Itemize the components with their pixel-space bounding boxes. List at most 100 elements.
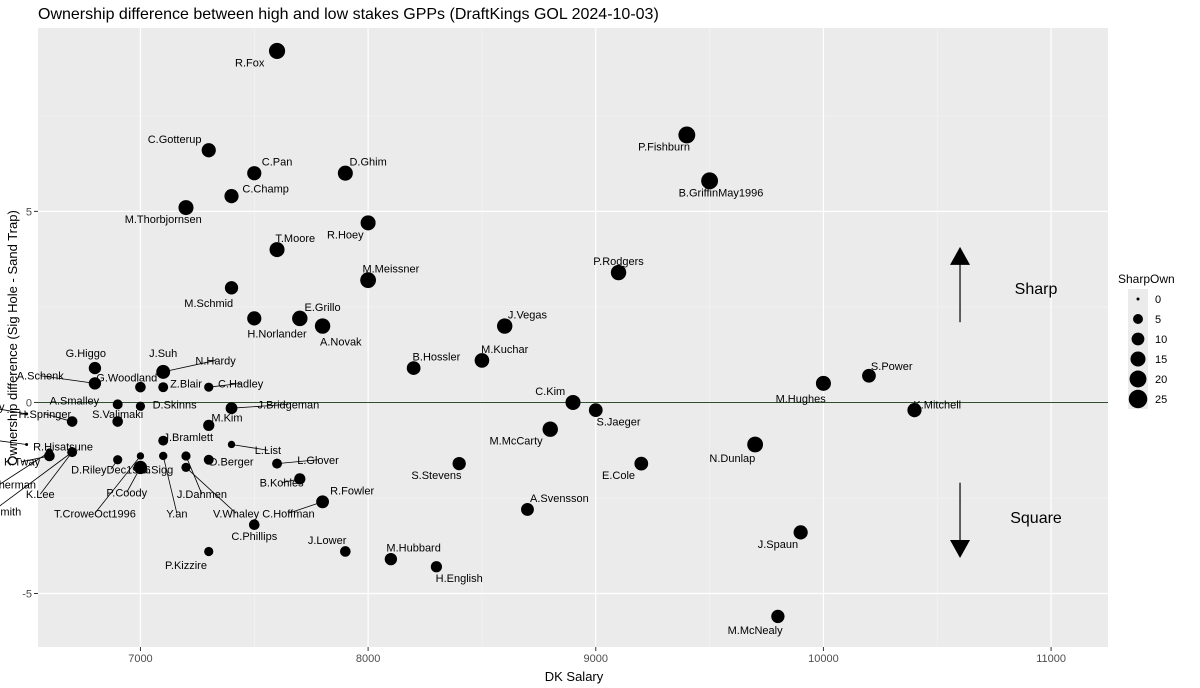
x-axis-title: DK Salary — [545, 669, 604, 684]
data-point — [701, 172, 719, 190]
data-points — [25, 42, 922, 624]
point-label: M.Kim — [211, 413, 242, 425]
data-point — [159, 451, 168, 461]
data-point — [588, 403, 603, 417]
point-label: M.Schmid — [184, 298, 233, 310]
data-point — [634, 456, 649, 471]
legend-key — [1136, 297, 1140, 301]
data-point — [224, 189, 239, 204]
point-label: T.CroweOct1996 — [54, 508, 136, 520]
data-point — [862, 368, 876, 383]
data-point — [678, 126, 696, 144]
point-label: R.Fowler — [330, 485, 374, 497]
point-label: N.Hardy — [195, 355, 236, 367]
data-point — [88, 361, 102, 375]
leader-lines — [0, 360, 323, 514]
x-tick-label: 11000 — [1036, 653, 1066, 665]
leader-line — [40, 375, 95, 384]
legend-label: 25 — [1155, 394, 1167, 406]
point-label: J.Bramlett — [163, 432, 213, 444]
data-point — [496, 318, 513, 334]
leader-line — [0, 451, 50, 485]
point-label: K.Tway — [4, 457, 41, 469]
point-label: A.Smotherman — [0, 480, 36, 492]
point-label: K.Mitchell — [913, 399, 961, 411]
point-label: D.Lipsky — [0, 401, 5, 413]
point-label: B.Hossler — [413, 352, 461, 364]
plot-panel — [38, 28, 1108, 647]
point-label: S.Power — [871, 361, 913, 373]
point-label: R.Hoey — [327, 229, 364, 241]
leader-line — [163, 360, 216, 373]
y-axis-title: Ownership difference (Sig Hole - Sand Tr… — [5, 210, 20, 466]
legend-label: 5 — [1155, 314, 1161, 326]
data-point — [314, 318, 331, 334]
point-label: C.Gotterup — [148, 134, 202, 146]
point-label: L.List — [255, 445, 281, 457]
x-tick-label: 8000 — [356, 653, 380, 665]
point-label: P.Fishburn — [638, 141, 690, 153]
data-point — [201, 143, 216, 158]
chart-title: Ownership difference between high and lo… — [38, 6, 659, 23]
data-point — [136, 452, 145, 460]
square-arrow-head — [950, 540, 971, 559]
point-label: C.Pan — [262, 157, 293, 169]
point-label: B.Kohles — [260, 478, 305, 490]
data-point — [224, 281, 239, 295]
data-point — [610, 264, 627, 281]
x-tick-label: 10000 — [808, 653, 839, 665]
legend-label: 10 — [1155, 334, 1167, 346]
point-label: A.Smalley — [50, 396, 100, 408]
leader-line — [0, 408, 27, 415]
data-point — [294, 473, 306, 485]
point-label: M.Kuchar — [481, 344, 528, 356]
data-point — [135, 381, 146, 393]
data-point — [203, 454, 214, 465]
point-label: D.RileyDec1996 — [71, 464, 150, 476]
data-point — [292, 310, 308, 327]
data-point — [203, 419, 215, 431]
data-point — [771, 609, 785, 624]
legend-key — [1131, 332, 1145, 346]
leader-line — [231, 403, 289, 409]
y-tick-label: -5 — [22, 589, 32, 601]
point-label: A.Svensson — [530, 493, 589, 505]
data-point — [272, 458, 283, 469]
point-label: J.Highsmith — [0, 506, 21, 518]
data-point — [340, 546, 351, 557]
data-point — [158, 435, 169, 446]
point-label: G.Sigg — [140, 464, 174, 476]
legend-key — [1130, 351, 1146, 367]
data-point — [66, 416, 78, 427]
point-label: C.Champ — [242, 183, 288, 195]
data-point — [247, 311, 262, 326]
data-point — [337, 165, 353, 181]
data-point — [156, 365, 171, 379]
data-point — [384, 552, 398, 566]
data-point — [430, 561, 443, 573]
point-label: G.Woodland — [96, 373, 157, 385]
annotation-down: Square — [1010, 510, 1062, 527]
data-point — [135, 401, 146, 411]
y-tick-label: 0 — [26, 397, 32, 409]
leader-line — [39, 451, 73, 495]
annotation-up: Sharp — [1015, 281, 1058, 298]
data-point — [815, 375, 831, 391]
data-point — [452, 456, 466, 471]
legend-label: 20 — [1155, 374, 1167, 386]
data-point — [25, 412, 29, 416]
data-point — [747, 436, 764, 453]
point-label: J.Bridgeman — [258, 399, 320, 411]
point-label: J.Spaun — [758, 539, 798, 551]
point-label: H.Norlander — [247, 329, 307, 341]
data-point — [204, 546, 214, 557]
sharp-arrow-head — [950, 246, 971, 265]
point-label: C.Kim — [535, 386, 565, 398]
point-label: P.Kizzire — [165, 560, 207, 572]
data-point — [247, 166, 262, 181]
point-label: M.Thorbjornsen — [125, 214, 202, 226]
point-label: E.Grillo — [305, 302, 341, 314]
point-label: B.GriffinMay1996 — [679, 187, 764, 199]
point-label: J.Dahmen — [177, 489, 227, 501]
